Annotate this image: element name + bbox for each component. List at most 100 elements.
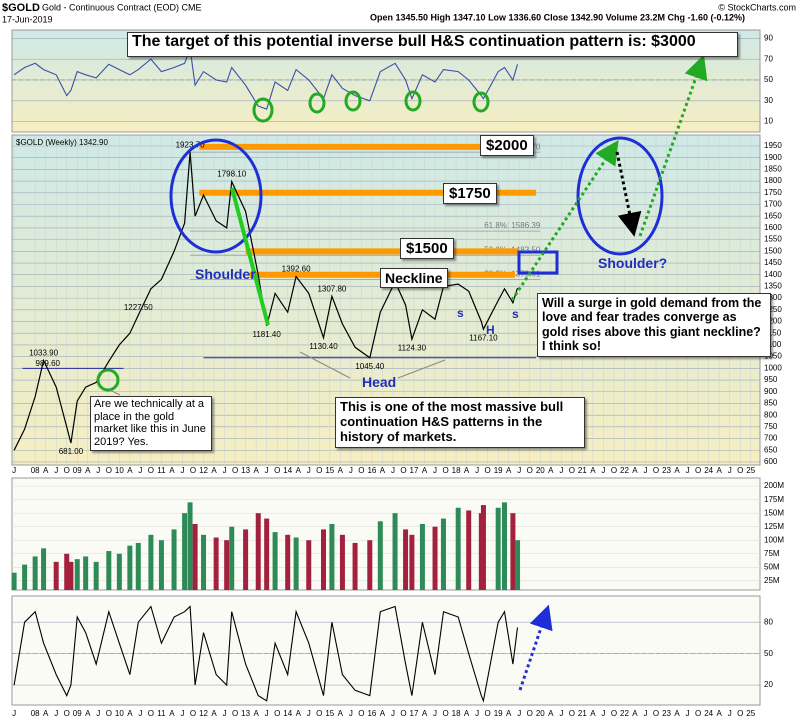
massive-box: This is one of the most massive bull con… bbox=[335, 397, 585, 448]
volume-bar bbox=[106, 551, 112, 590]
volume-bar bbox=[293, 537, 299, 590]
x-tick-label: J bbox=[223, 466, 227, 475]
x-tick-label: J bbox=[475, 466, 479, 475]
x-tick-label: 15 bbox=[325, 709, 334, 718]
x-tick-label: O bbox=[358, 466, 364, 475]
x-tick-label: A bbox=[338, 466, 344, 475]
y-tick-label: 1100 bbox=[764, 340, 782, 349]
x-tick-label: J bbox=[180, 466, 184, 475]
shoulder-label: Shoulder? bbox=[598, 255, 668, 271]
x-tick-label: J bbox=[686, 466, 690, 475]
price-label: 1045.40 bbox=[355, 362, 384, 371]
volume-bar bbox=[367, 540, 373, 590]
x-tick-label: A bbox=[422, 466, 428, 475]
x-tick-label: O bbox=[653, 709, 659, 718]
y-tick-label: 10 bbox=[764, 117, 773, 126]
x-tick-label: 17 bbox=[410, 709, 419, 718]
x-tick-label: 10 bbox=[115, 709, 124, 718]
x-tick-label: 19 bbox=[494, 709, 503, 718]
volume-bar bbox=[74, 559, 80, 590]
y-tick-label: 1600 bbox=[764, 223, 782, 232]
x-tick-label: 23 bbox=[662, 709, 671, 718]
x-tick-label: 09 bbox=[73, 709, 82, 718]
volume-bar bbox=[83, 556, 89, 590]
y-tick-label: 30 bbox=[764, 96, 773, 105]
x-tick-label: J bbox=[96, 709, 100, 718]
y-tick-label: 1150 bbox=[764, 328, 782, 337]
volume-bar bbox=[285, 534, 291, 590]
y-tick-label: 20 bbox=[764, 680, 773, 689]
x-tick-label: 22 bbox=[620, 709, 629, 718]
x-tick-label: J bbox=[644, 466, 648, 475]
pointer bbox=[397, 359, 446, 379]
volume-bar bbox=[32, 556, 38, 590]
x-tick-label: J bbox=[265, 709, 269, 718]
x-tick-label: 24 bbox=[704, 709, 713, 718]
x-tick-label: O bbox=[232, 709, 238, 718]
price-label: 1923.70 bbox=[176, 140, 205, 149]
x-tick-label: O bbox=[316, 466, 322, 475]
y-tick-label: 50 bbox=[764, 649, 773, 658]
y-tick-label: 125M bbox=[764, 522, 784, 531]
x-tick-label: A bbox=[674, 466, 680, 475]
trend-line bbox=[230, 187, 270, 326]
y-tick-label: 1200 bbox=[764, 317, 782, 326]
rsi-circles bbox=[96, 90, 490, 392]
x-tick-label: O bbox=[148, 466, 154, 475]
volume-bar bbox=[339, 534, 345, 590]
x-tick-label: A bbox=[716, 709, 722, 718]
x-tick-label: J bbox=[391, 466, 395, 475]
volume-bar bbox=[243, 529, 249, 590]
x-tick-label: J bbox=[349, 709, 353, 718]
volume-bar bbox=[187, 502, 193, 590]
x-tick-label: J bbox=[138, 709, 142, 718]
x-tick-label: A bbox=[296, 466, 302, 475]
arrow bbox=[615, 151, 642, 237]
x-tick-label: A bbox=[169, 709, 175, 718]
fib-label: 61.8%: 1586.39 bbox=[484, 221, 541, 230]
x-tick-label: A bbox=[127, 466, 133, 475]
y-tick-label: 750 bbox=[764, 422, 778, 431]
price-label: 1167.10 bbox=[469, 333, 498, 342]
x-tick-label: 14 bbox=[283, 466, 292, 475]
y-tick-label: 200M bbox=[764, 481, 784, 490]
x-tick-label: O bbox=[64, 709, 70, 718]
x-tick-label: O bbox=[400, 709, 406, 718]
y-tick-label: 1900 bbox=[764, 153, 782, 162]
y-tick-label: 1400 bbox=[764, 270, 782, 279]
y-tick-label: 600 bbox=[764, 457, 778, 466]
neckline-label: Neckline bbox=[380, 268, 448, 289]
x-tick-label: J bbox=[265, 466, 269, 475]
volume-bar bbox=[53, 561, 59, 590]
volume-bar bbox=[495, 507, 501, 590]
x-tick-label: A bbox=[674, 709, 680, 718]
x-tick-label: 12 bbox=[199, 466, 208, 475]
x-tick-label: 09 bbox=[73, 466, 82, 475]
x-tick-label: O bbox=[695, 466, 701, 475]
x-tick-label: A bbox=[253, 466, 259, 475]
volume-bar bbox=[68, 561, 74, 590]
volume-bar bbox=[213, 537, 219, 590]
volume-bar bbox=[392, 513, 398, 590]
breakout-box bbox=[517, 250, 559, 275]
y-tick-label: 80 bbox=[764, 617, 773, 626]
x-tick-label: O bbox=[442, 466, 448, 475]
x-tick-label: A bbox=[464, 709, 470, 718]
x-tick-label: 22 bbox=[620, 466, 629, 475]
price-label: 1307.80 bbox=[317, 284, 346, 293]
volume-bar bbox=[377, 521, 383, 590]
x-tick-label: 18 bbox=[452, 709, 461, 718]
x-tick-label: 20 bbox=[536, 709, 545, 718]
x-tick-label: 19 bbox=[494, 466, 503, 475]
x-tick-label: 21 bbox=[578, 709, 587, 718]
symbol-name: Gold - Continuous Contract (EOD) CME bbox=[42, 2, 202, 12]
x-tick-label: J bbox=[54, 466, 58, 475]
x-tick-label: O bbox=[64, 466, 70, 475]
volume-bar bbox=[466, 510, 472, 590]
surge-box: Will a surge in gold demand from the lov… bbox=[537, 293, 771, 357]
x-tick-label: A bbox=[380, 709, 386, 718]
y-tick-label: 1750 bbox=[764, 188, 782, 197]
shoulder-label: Shoulder bbox=[195, 266, 256, 282]
